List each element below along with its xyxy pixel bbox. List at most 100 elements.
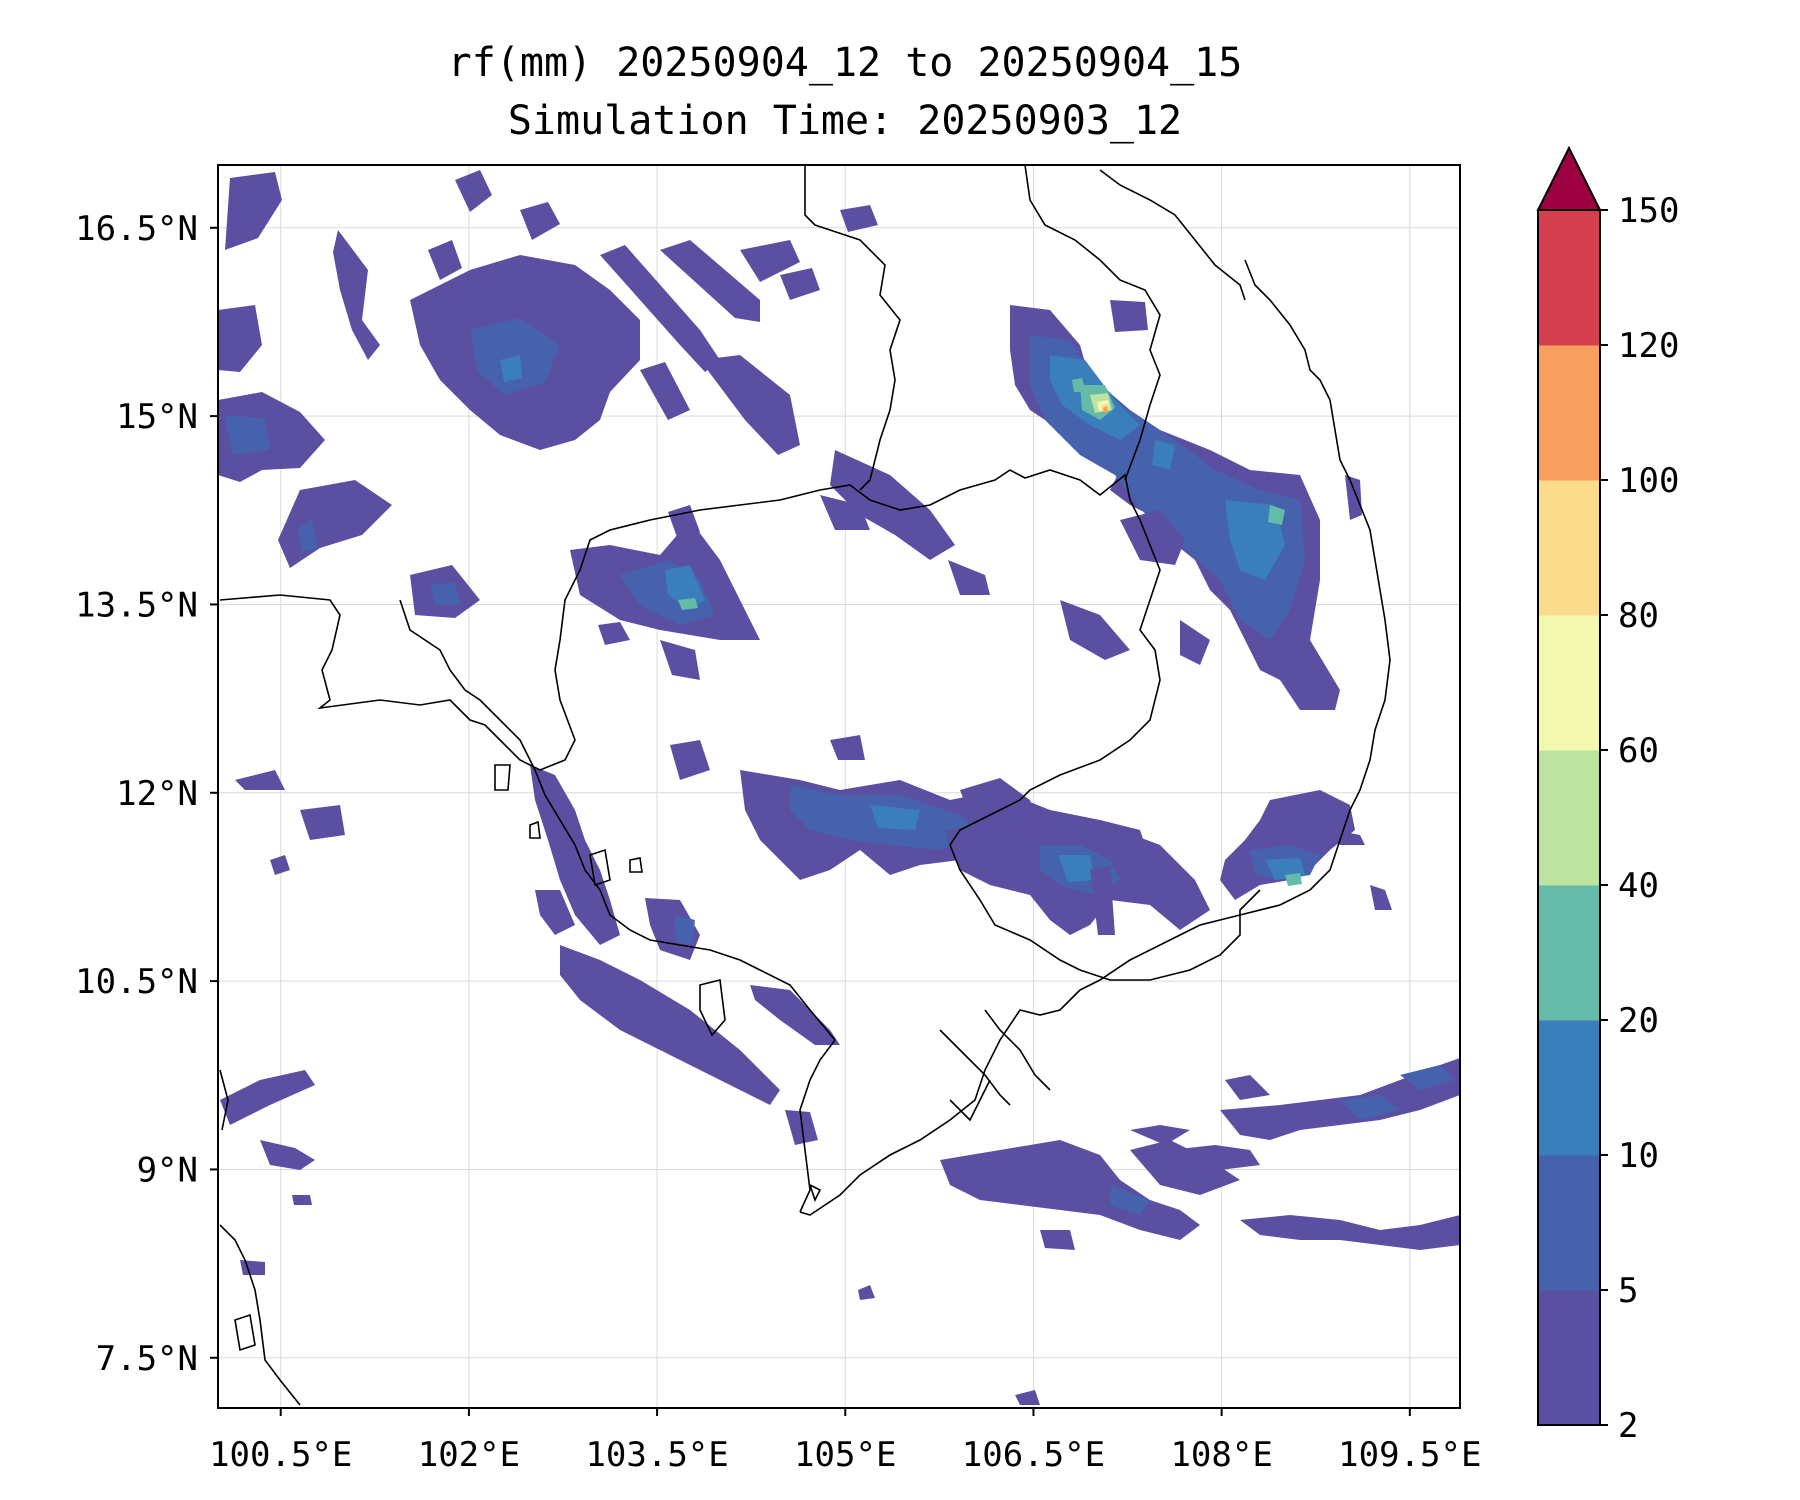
chart-title: rf(mm) 20250904_12 to 20250904_15	[447, 40, 1243, 86]
y-tick-label: 10.5°N	[75, 962, 198, 1002]
rain-area	[678, 598, 698, 610]
island	[629, 857, 643, 873]
x-tick-label: 103.5°E	[585, 1435, 728, 1475]
colorbar-segment	[1538, 1290, 1600, 1426]
rain-area	[870, 805, 920, 830]
rain-area	[1340, 1095, 1400, 1120]
colorbar-segment	[1538, 1020, 1600, 1156]
colorbar-tick-label: 2	[1618, 1406, 1638, 1446]
axis-labels: 100.5°E 102°E 103.5°E 105°E 106.5°E 108°E 109.…	[75, 209, 1481, 1475]
rain-area	[1152, 440, 1175, 470]
rain-area	[300, 805, 345, 840]
rain-area	[235, 770, 285, 790]
colorbar-segment	[1538, 1155, 1600, 1291]
rain-area	[1103, 406, 1108, 413]
rain-area	[1400, 1065, 1455, 1090]
rain-area	[1072, 378, 1086, 392]
y-tick-label: 7.5°N	[96, 1339, 198, 1379]
coastline	[939, 1029, 1011, 1106]
x-tick-label: 105°E	[794, 1435, 896, 1475]
rain-area	[668, 505, 700, 540]
island	[808, 1183, 822, 1203]
coastline	[799, 1039, 836, 1213]
rain-area	[830, 735, 865, 760]
rain-area	[1268, 505, 1285, 525]
rain-area	[1220, 790, 1355, 900]
colorbar: 2 5 10 20 40 60 80 100 120 150	[1536, 145, 1679, 1446]
coastline	[399, 599, 536, 771]
border-line	[804, 165, 901, 491]
colorbar-segment	[1538, 615, 1600, 751]
colorbar-tick-label: 80	[1618, 596, 1659, 636]
rain-area	[430, 582, 460, 605]
island	[699, 979, 726, 1037]
coastline	[799, 989, 1081, 1216]
y-tick-label: 16.5°N	[75, 209, 198, 249]
rain-area	[520, 202, 560, 240]
rain-area	[1370, 885, 1392, 910]
rain-area	[700, 355, 800, 455]
colorbar-segment	[1538, 750, 1600, 886]
colorbar-tick-label: 10	[1618, 1136, 1659, 1176]
colorbar-tick-label: 5	[1618, 1271, 1638, 1311]
rain-area	[225, 172, 282, 250]
rain-area	[220, 1070, 315, 1125]
rain-area	[1180, 620, 1210, 665]
rain-area	[218, 305, 262, 372]
y-tick-label: 13.5°N	[75, 585, 198, 625]
rain-area	[455, 170, 492, 212]
rain-area	[830, 450, 955, 560]
rain-area	[645, 898, 700, 960]
x-tick-label: 102°E	[418, 1435, 520, 1475]
rain-area	[840, 205, 878, 232]
chart-subtitle: Simulation Time: 20250903_12	[507, 98, 1183, 144]
rain-area	[1120, 510, 1185, 565]
rain-area	[1285, 873, 1302, 886]
rain-area	[740, 240, 800, 282]
rain-area	[1225, 1075, 1270, 1100]
rain-area	[675, 915, 695, 945]
rain-area	[1130, 1140, 1240, 1195]
rain-area	[1240, 1215, 1460, 1250]
coastline	[534, 769, 836, 1041]
colorbar-tick-label: 40	[1618, 866, 1659, 906]
rain-area	[1040, 1230, 1075, 1250]
colorbar-frame	[1537, 209, 1601, 1426]
rain-area	[1345, 475, 1362, 520]
rain-area	[858, 1285, 875, 1300]
rain-area	[535, 890, 575, 935]
rain-area	[1110, 1185, 1150, 1215]
rain-area	[940, 1140, 1200, 1240]
rain-area	[225, 415, 270, 455]
rain-area	[500, 355, 522, 382]
rain-area	[780, 268, 820, 300]
colorbar-segment	[1538, 345, 1600, 481]
coastline	[984, 1009, 1051, 1091]
rain-area	[640, 362, 690, 420]
y-tick-label: 9°N	[137, 1150, 198, 1190]
colorbar-segment	[1538, 480, 1600, 616]
rain-area	[1130, 1125, 1190, 1145]
axis-ticks	[210, 226, 1411, 1416]
map-frame	[217, 164, 1461, 1409]
island	[589, 848, 611, 887]
colorbar-tick-label: 20	[1618, 1001, 1659, 1041]
rain-area	[1220, 1058, 1460, 1140]
island	[529, 820, 541, 839]
rain-area	[333, 230, 380, 360]
rain-area	[1015, 1390, 1040, 1405]
rain-area	[820, 495, 870, 530]
rain-area	[1058, 855, 1095, 882]
x-tick-label: 100.5°E	[209, 1435, 352, 1475]
coastlines-and-borders	[219, 165, 1391, 1406]
rain-area	[660, 640, 700, 680]
border-line	[1099, 169, 1246, 301]
x-tick-label: 106.5°E	[962, 1435, 1105, 1475]
rain-area	[428, 240, 462, 280]
y-tick-label: 12°N	[116, 774, 198, 814]
rain-area	[600, 245, 720, 372]
x-tick-label: 109.5°E	[1338, 1435, 1481, 1475]
rain-area	[1090, 866, 1115, 935]
colorbar-tick-label: 60	[1618, 731, 1659, 771]
rain-area	[270, 855, 290, 875]
